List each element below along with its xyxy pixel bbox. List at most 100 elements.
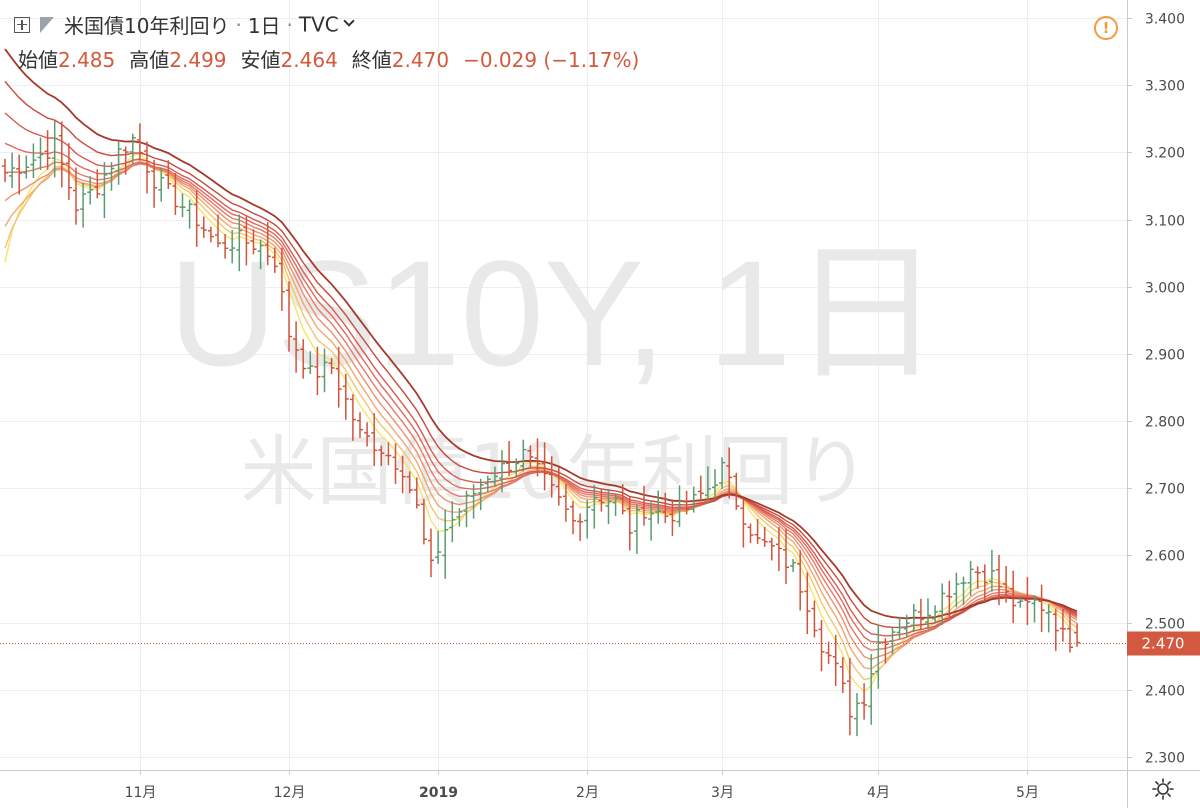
ohlc-bar (136, 123, 143, 161)
ma-line-5 (4, 153, 1078, 693)
high-value: 2.499 (169, 48, 227, 72)
ohlc-bar (910, 604, 917, 633)
separator-dot: · (235, 12, 242, 37)
low-value: 2.464 (280, 48, 338, 72)
last-price-label: 2.470 (1127, 631, 1200, 656)
ohlc-bar (307, 351, 314, 375)
ohlc-bar (293, 321, 300, 373)
last-price-text: 2.470 (1142, 635, 1185, 653)
ohlc-bar (442, 509, 449, 579)
ohlc-bar (257, 239, 264, 270)
ohlc-bar (1024, 577, 1031, 625)
ohlc-bar (264, 222, 271, 266)
ohlc-bar (463, 490, 470, 528)
flag-icon[interactable] (40, 16, 54, 33)
ohlc-bar (655, 490, 662, 524)
ohlc-bar (378, 445, 385, 466)
source-label[interactable]: TVC (298, 12, 339, 37)
ohlc-bar (719, 457, 726, 490)
y-tick-label: 3.200 (1145, 146, 1185, 162)
ohlc-bar (278, 247, 285, 311)
ohlc-bar (435, 531, 442, 564)
ohlc-bar (683, 490, 690, 515)
ohlc-bar (321, 348, 328, 393)
ohlc-bar (967, 560, 974, 596)
ohlc-bar (818, 620, 825, 672)
ohlc-bar (449, 501, 456, 543)
ohlc-bar (1067, 611, 1073, 653)
warning-icon[interactable]: ! (1094, 16, 1118, 40)
ohlc-bar (704, 466, 711, 504)
ohlc-bar (797, 550, 804, 611)
ohlc-bar (662, 492, 669, 524)
ohlc-bar (108, 162, 115, 191)
ohlc-bar (1038, 584, 1045, 633)
ohlc-row: 始値2.485 高値2.499 安値2.464 終値2.470 −0.029 (−1.1… (18, 44, 639, 73)
ohlc-bar (712, 469, 718, 499)
ohlc-bar (300, 339, 307, 379)
ohlc-bar (2, 158, 8, 183)
ma-line-9 (4, 160, 1078, 670)
ohlc-bar (953, 572, 960, 608)
ohlc-bar (605, 489, 612, 524)
ohlc-bar (1052, 608, 1059, 651)
open-value: 2.485 (58, 48, 116, 72)
ohlc-bar (349, 394, 356, 441)
ohlc-bar (420, 498, 427, 545)
ohlc-bar (768, 537, 775, 561)
ohlc-bar (499, 450, 505, 493)
ohlc-bar (889, 626, 896, 654)
ohlc-bar (16, 154, 23, 195)
ohlc-bar (612, 494, 619, 517)
ohlc-bar (477, 478, 484, 511)
gear-icon[interactable] (1152, 778, 1174, 800)
ohlc-bar (584, 499, 591, 539)
ohlc-bar (172, 172, 179, 215)
ohlc-bar (570, 501, 576, 535)
ohlc-bar (364, 422, 371, 447)
chevron-down-icon[interactable] (343, 14, 355, 27)
ohlc-bar (825, 641, 832, 664)
ohlc-bar (577, 513, 584, 541)
y-tick-label: 3.000 (1145, 281, 1185, 297)
x-tick-label: 2019 (419, 785, 458, 801)
ohlc-bar (101, 162, 108, 219)
ohlc-bar (846, 657, 853, 736)
ohlc-bar (534, 438, 541, 477)
interval-label[interactable]: 1日 (247, 14, 281, 38)
ma-line-24 (4, 48, 1078, 620)
ohlc-bar (144, 141, 150, 194)
ohlc-bar (151, 159, 158, 208)
ohlc-bar (946, 580, 953, 618)
ohlc-bar (80, 182, 87, 228)
ohlc-bar (9, 152, 16, 189)
ohlc-bar (562, 484, 569, 522)
ma-line-20 (4, 81, 1078, 629)
ohlc-bar (733, 472, 740, 510)
ohlc-bar (804, 572, 811, 635)
ohlc-bar (1017, 597, 1024, 608)
ohlc-bar (1045, 604, 1052, 633)
ohlc-bar (371, 413, 378, 467)
x-tick-label: 4月 (867, 785, 890, 801)
y-tick-label: 2.900 (1145, 348, 1185, 364)
ohlc-bar (399, 455, 406, 494)
ohlc-bar (179, 193, 186, 218)
ohlc-bar (882, 638, 889, 664)
plus-box-icon[interactable] (14, 16, 30, 33)
ohlc-bar (65, 143, 72, 200)
ohlc-bar (392, 443, 399, 484)
ohlc-bar (527, 445, 534, 469)
ohlc-bar (555, 467, 562, 506)
ohlc-bar (619, 484, 626, 515)
x-tick-label: 3月 (711, 785, 734, 801)
time-axis[interactable]: 11月 12月 2019 2月 3月 4月 5月 (125, 770, 1039, 801)
ohlc-bar (286, 281, 292, 352)
ma-line-17 (4, 112, 1078, 637)
ohlc-bar (988, 549, 995, 592)
symbol-name[interactable]: 米国債10年利回り (64, 14, 230, 38)
ohlc-bar (896, 616, 903, 639)
ohlc-bar (775, 527, 782, 571)
